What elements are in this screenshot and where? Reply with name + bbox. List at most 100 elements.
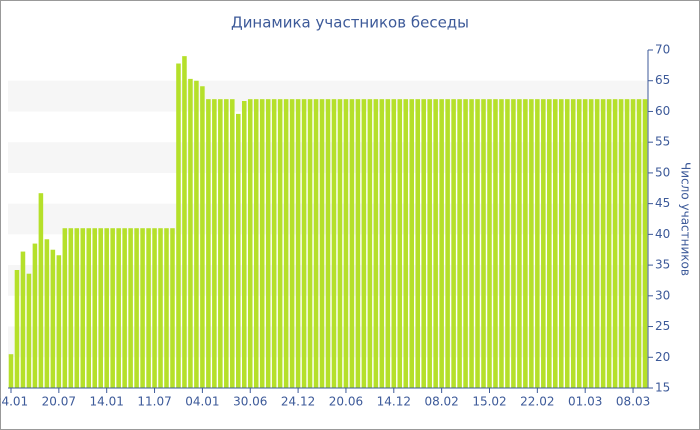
bar	[588, 99, 594, 388]
bar	[403, 99, 409, 388]
bar	[26, 273, 32, 388]
bar	[553, 99, 558, 388]
y-tick-label: 35	[655, 258, 670, 272]
x-tick-label: 30.06	[233, 395, 267, 409]
bar	[38, 193, 44, 388]
bar	[361, 99, 367, 388]
bar	[630, 99, 636, 388]
bar	[32, 243, 38, 388]
bar	[158, 228, 163, 388]
bar	[176, 63, 181, 389]
bar	[206, 99, 211, 388]
bar	[493, 99, 498, 388]
bar	[277, 99, 283, 388]
bar	[529, 99, 534, 388]
bar	[271, 99, 277, 388]
y-tick-label: 60	[655, 104, 670, 118]
bar	[68, 228, 74, 388]
bar	[379, 99, 385, 388]
x-tick-label: 20.06	[329, 395, 363, 409]
x-tick-label: 08.02	[424, 395, 458, 409]
x-tick-label: 14.01	[90, 395, 124, 409]
bar	[56, 255, 62, 388]
bar	[469, 99, 474, 388]
bar	[463, 99, 468, 388]
bar	[295, 99, 301, 388]
bar	[265, 99, 271, 388]
y-tick-label: 15	[655, 381, 670, 395]
bar	[247, 99, 253, 388]
bar	[146, 228, 151, 388]
bar	[397, 99, 403, 388]
bar	[535, 99, 540, 388]
bar	[188, 78, 193, 388]
bar	[194, 80, 199, 389]
bar	[433, 99, 438, 388]
bar	[182, 56, 187, 389]
bar	[301, 99, 307, 388]
bar	[74, 228, 80, 388]
y-tick-label: 30	[655, 288, 670, 302]
bar	[511, 99, 516, 388]
bar	[8, 354, 14, 388]
bar	[594, 99, 600, 388]
x-tick-label: 08.03	[616, 395, 650, 409]
bar	[385, 99, 391, 388]
chart-title: Динамика участников беседы	[231, 14, 469, 32]
bar	[80, 228, 86, 388]
x-tick-label: 14.12	[377, 395, 411, 409]
bar	[505, 99, 510, 388]
bar	[307, 99, 313, 388]
bar	[331, 99, 337, 388]
bar	[409, 99, 415, 388]
bar	[104, 228, 109, 388]
bar	[152, 228, 157, 388]
bar	[325, 99, 331, 388]
bar	[582, 99, 588, 388]
bar	[499, 99, 504, 388]
bar	[50, 249, 56, 388]
bar	[14, 270, 20, 388]
y-tick-label: 55	[655, 135, 670, 149]
bar	[636, 99, 642, 388]
bar	[391, 99, 397, 388]
x-tick-label: 04.01	[185, 395, 219, 409]
bar	[128, 228, 133, 388]
x-tick-label: 24.12	[281, 395, 315, 409]
bar	[415, 99, 420, 388]
y-tick-label: 45	[655, 196, 670, 210]
x-tick-label: 20.07	[42, 395, 76, 409]
bar	[92, 228, 98, 388]
bar	[44, 239, 50, 388]
bar	[122, 228, 127, 388]
bar	[624, 99, 630, 388]
bar	[170, 228, 175, 388]
bar	[218, 99, 223, 388]
bar	[116, 228, 121, 388]
y-tick-label: 65	[655, 73, 670, 87]
bar	[313, 99, 319, 388]
bar	[475, 99, 480, 388]
y-tick-label: 25	[655, 319, 670, 333]
bar	[642, 99, 648, 388]
bar	[439, 99, 444, 388]
bar	[523, 99, 528, 388]
bar	[451, 99, 456, 388]
y-tick-label: 40	[655, 227, 670, 241]
y-tick-label: 20	[655, 350, 670, 364]
bar	[373, 99, 379, 388]
bar	[421, 99, 426, 388]
bar	[241, 101, 247, 389]
bar	[140, 228, 145, 388]
bar	[517, 99, 522, 388]
bar	[349, 99, 355, 388]
bar	[283, 99, 289, 388]
bar	[558, 99, 564, 388]
bar	[343, 99, 349, 388]
bar	[134, 228, 139, 388]
bar	[164, 228, 169, 388]
bar	[259, 99, 265, 388]
x-tick-label: 11.07	[137, 395, 171, 409]
bar	[110, 228, 115, 388]
